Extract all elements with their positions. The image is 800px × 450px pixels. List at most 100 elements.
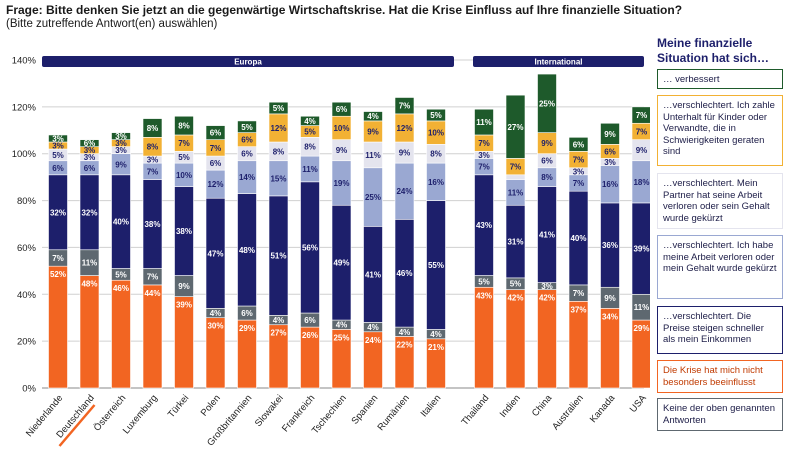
bar-segment-improved [48,134,68,143]
bar-segment-improved [268,101,289,115]
data-label: 34% [602,312,618,321]
data-label: 6% [84,139,96,148]
data-label: 37% [570,305,586,314]
data-label: 3% [541,282,553,291]
data-label: 3% [84,146,96,155]
data-label: 4% [336,321,348,330]
data-label: 6% [210,129,222,138]
bar-segment-not_affected [537,289,557,389]
data-label: 3% [84,153,96,162]
bar-segment-improved [426,108,446,122]
y-tick-label: 140% [12,56,37,67]
legend-item-prices: …verschlechtert. Die Preise steigen schn… [657,306,783,354]
data-label: 29% [633,324,649,333]
data-label: 3% [52,134,64,143]
bar-segment-improved [363,111,383,122]
x-tick-label: Australien [550,393,586,432]
bar-segment-improved [631,106,650,124]
data-label: 55% [428,261,444,270]
data-label: 5% [304,127,316,136]
data-label: 4% [367,112,379,121]
data-label: 6% [52,164,64,173]
data-label: 9% [336,146,348,155]
x-tick-label: Polen [199,393,223,419]
bar-segment-not_affected [474,286,494,389]
data-label: 51% [270,252,286,261]
data-label: 5% [430,111,442,120]
y-tick-label: 40% [17,290,37,301]
x-tick-label: Türkei [166,393,191,420]
data-label: 43% [476,291,492,300]
bar-segment-not_affected [142,284,163,389]
data-label: 11% [365,151,381,160]
data-label: 27% [507,123,523,132]
data-label: 3% [115,132,127,141]
data-label: 14% [239,173,255,182]
data-label: 25% [539,99,555,108]
bar-segment-improved [394,97,415,115]
data-label: 11% [82,259,98,268]
bar-segment-improved [142,118,163,138]
data-label: 6% [241,136,253,145]
data-label: 41% [539,231,555,240]
bar-segment-improved [505,94,526,159]
data-label: 25% [333,333,349,342]
question-title: Frage: Bitte denken Sie jetzt an die geg… [6,3,683,17]
data-label: 47% [207,249,223,258]
data-label: 9% [636,146,648,155]
bar-segment-not_affected [174,296,194,389]
data-label: 18% [633,178,649,187]
group-band [42,56,454,67]
bar-segment-improved [111,132,131,140]
data-label: 4% [210,309,222,318]
data-label: 3% [52,142,64,151]
data-label: 41% [365,270,381,279]
data-label: 7% [52,254,64,263]
data-label: 25% [365,193,381,202]
data-label: 10% [428,129,444,138]
data-label: 19% [333,179,349,188]
data-label: 5% [52,151,64,160]
legend-item-improved: … verbessert [657,69,783,89]
data-label: 42% [539,294,555,303]
data-label: 27% [270,329,286,338]
data-label: 9% [367,127,379,136]
data-label: 12% [396,124,412,133]
x-tick-label: Spanien [349,393,380,427]
bar-segment-improved [331,101,352,117]
data-label: 9% [604,294,616,303]
y-tick-label: 100% [12,149,37,160]
bar-segment-partner [505,174,526,180]
x-tick-label: Slowakei [253,393,286,429]
data-label: 32% [81,208,97,217]
data-label: 8% [147,124,159,133]
data-label: 26% [302,331,318,340]
x-tick-label: USA [628,392,649,415]
bar-segment-improved [568,137,589,152]
data-label: 11% [302,165,318,174]
data-label: 3% [147,156,159,165]
data-label: 22% [396,340,412,349]
bar-segment-improved [300,115,320,126]
data-label: 4% [304,117,316,126]
legend-title: Meine finanzielle Situation hat sich… [657,36,770,65]
data-label: 7% [178,139,190,148]
data-label: 12% [270,124,286,133]
bar-segment-improved [537,73,557,133]
data-label: 9% [541,139,553,148]
data-label: 48% [81,280,97,289]
data-label: 46% [113,284,129,293]
data-label: 6% [210,159,222,168]
data-label: 7% [573,156,585,165]
data-label: 40% [570,234,586,243]
data-label: 8% [147,143,159,152]
bar-segment-not_affected [48,265,68,389]
data-label: 9% [604,130,616,139]
data-label: 7% [478,139,490,148]
data-label: 24% [365,336,381,345]
x-tick-label: Thailand [459,393,491,428]
data-label: 4% [367,323,379,332]
data-label: 15% [270,174,286,183]
data-label: 21% [428,343,444,352]
data-label: 5% [241,123,253,132]
